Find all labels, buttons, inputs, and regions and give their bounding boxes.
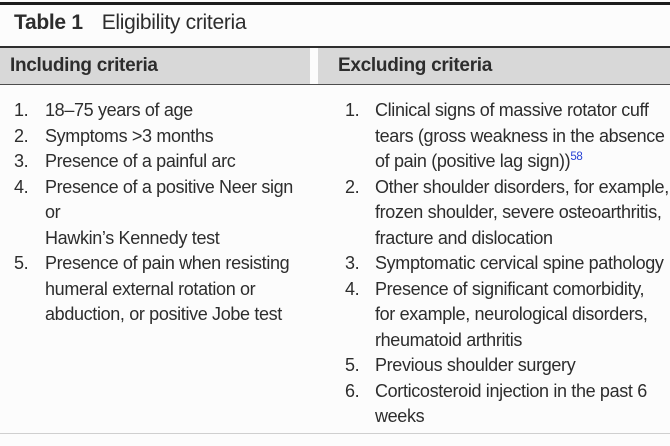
excluding-criteria-list: Clinical signs of massive rotator cuff t… bbox=[318, 98, 670, 430]
list-item-text: Presence of a positive Neer sign or Hawk… bbox=[45, 176, 293, 248]
including-criteria-column: 18–75 years of age Symptoms >3 months Pr… bbox=[0, 98, 310, 433]
list-item: Presence of a painful arc bbox=[14, 149, 310, 175]
list-item: Corticosteroid injection in the past 6 w… bbox=[345, 379, 670, 430]
list-item: Clinical signs of massive rotator cuff t… bbox=[345, 98, 670, 175]
table-header-row: Including criteria Excluding criteria bbox=[0, 46, 670, 85]
list-item: Other shoulder disorders, for example, f… bbox=[345, 175, 670, 252]
list-item-text: Presence of significant comorbidity, for… bbox=[375, 278, 648, 350]
list-item: 18–75 years of age bbox=[14, 98, 310, 124]
list-item: Symptoms >3 months bbox=[14, 124, 310, 150]
list-item-text: Presence of pain when resisting humeral … bbox=[45, 253, 290, 324]
list-item-text: Corticosteroid injection in the past 6 w… bbox=[375, 380, 647, 427]
list-item: Presence of a positive Neer sign or Hawk… bbox=[14, 175, 310, 252]
list-item: Presence of significant comorbidity, for… bbox=[345, 277, 670, 354]
column-header-excluding: Excluding criteria bbox=[318, 48, 670, 84]
table-title: Eligibility criteria bbox=[101, 11, 247, 34]
table-top-rule bbox=[0, 2, 670, 5]
including-criteria-list: 18–75 years of age Symptoms >3 months Pr… bbox=[0, 98, 310, 328]
table-label: Table 1 bbox=[14, 11, 83, 34]
list-item: Symptomatic cervical spine pathology bbox=[345, 251, 670, 277]
list-item: Presence of pain when resisting humeral … bbox=[14, 251, 310, 328]
list-item-text: Clinical signs of massive rotator cuff t… bbox=[375, 100, 665, 171]
table-body: 18–75 years of age Symptoms >3 months Pr… bbox=[0, 85, 670, 434]
column-header-including: Including criteria bbox=[0, 48, 310, 84]
list-item-text: Presence of a painful arc bbox=[45, 151, 236, 171]
list-item-text: 18–75 years of age bbox=[45, 100, 193, 120]
reference-link-58[interactable]: 58 bbox=[570, 151, 583, 163]
list-item-text: Other shoulder disorders, for example, f… bbox=[375, 176, 669, 248]
excluding-criteria-column: Clinical signs of massive rotator cuff t… bbox=[318, 98, 670, 433]
list-item-text: Previous shoulder surgery bbox=[375, 355, 576, 375]
table-caption: Table 1 Eligibility criteria bbox=[14, 11, 247, 35]
list-item: Previous shoulder surgery bbox=[345, 353, 670, 379]
list-item-text: Symptomatic cervical spine pathology bbox=[375, 253, 664, 273]
list-item-text: Symptoms >3 months bbox=[45, 125, 214, 146]
